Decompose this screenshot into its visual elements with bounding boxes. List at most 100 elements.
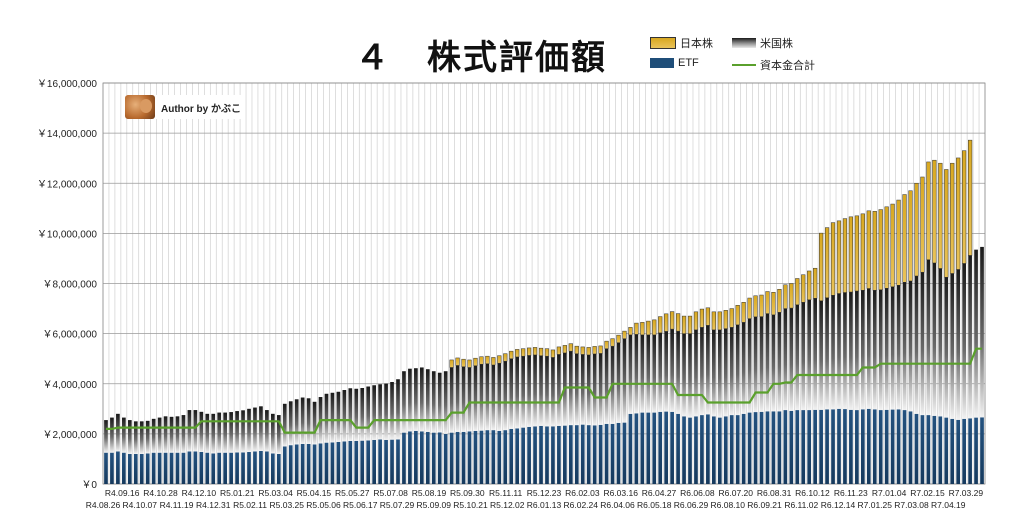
- bar-etf: [181, 452, 186, 484]
- bar-etf: [860, 409, 865, 484]
- bar-etf: [223, 452, 228, 484]
- bar-us: [372, 385, 377, 440]
- x-tick-label: R6.06.08: [680, 488, 715, 498]
- bar-jp: [634, 322, 639, 335]
- bar-us: [604, 348, 609, 424]
- bar-us: [330, 392, 335, 443]
- bar-jp: [592, 346, 597, 355]
- bar-us: [139, 421, 144, 454]
- bar-jp: [801, 274, 806, 303]
- bar-etf: [771, 411, 776, 484]
- legend-item-capital: 資本金合計: [732, 57, 815, 73]
- y-tick-label: ￥0: [81, 480, 97, 491]
- x-tick-label: R5.03.04: [258, 488, 293, 498]
- x-tick-label: R5.09.09: [417, 500, 452, 510]
- bar-etf: [908, 411, 913, 484]
- bar-etf: [837, 408, 841, 484]
- bar-etf: [950, 418, 955, 484]
- y-axis: ￥0 ￥2,000,000 ￥4,000,000 ￥6,000,000 ￥8,000,0…: [37, 79, 97, 491]
- bar-etf: [259, 450, 263, 484]
- bar-etf: [932, 415, 937, 484]
- x-tick-label: R5.09.30: [450, 488, 485, 498]
- bar-jp: [711, 311, 716, 331]
- bar-jp: [527, 347, 532, 356]
- bar-etf: [324, 442, 329, 484]
- bar-us: [592, 353, 597, 426]
- x-tick-label: R5.05.06: [306, 500, 341, 510]
- bar-etf: [414, 430, 418, 484]
- bar-jp: [580, 346, 585, 355]
- bar-us: [247, 408, 251, 452]
- bar-us: [181, 415, 186, 453]
- x-tick-label: R5.08.19: [412, 488, 447, 498]
- bar-us: [187, 410, 192, 452]
- bar-us: [342, 390, 347, 442]
- bar-jp: [723, 310, 728, 329]
- bar-us: [890, 286, 895, 410]
- bar-etf: [813, 409, 818, 484]
- bar-us: [557, 354, 561, 426]
- bar-us: [539, 355, 543, 426]
- bar-jp: [640, 322, 645, 336]
- bar-us: [104, 420, 108, 453]
- bar-us: [771, 314, 776, 412]
- legend-swatch-capital: [732, 64, 756, 66]
- bar-jp: [717, 311, 722, 331]
- bar-us: [270, 413, 275, 454]
- bar-us: [872, 290, 877, 410]
- x-tick-label: R6.03.16: [603, 488, 638, 498]
- bar-us: [336, 391, 341, 442]
- x-tick-label: R6.09.21: [747, 500, 782, 510]
- bar-us: [956, 269, 961, 420]
- legend-item-jp: 日本株: [650, 35, 713, 51]
- bar-etf: [527, 426, 531, 484]
- bar-etf: [312, 444, 317, 484]
- bar-jp: [777, 289, 782, 313]
- bar-etf: [914, 413, 919, 484]
- bar-us: [980, 246, 984, 418]
- bar-etf: [664, 411, 669, 484]
- bar-us: [634, 334, 639, 414]
- bar-jp: [789, 283, 794, 309]
- bar-us: [753, 316, 758, 413]
- x-tick-label: R4.10.28: [143, 488, 178, 498]
- chart-title: ４ 株式評価額: [355, 38, 607, 78]
- bar-etf: [503, 430, 508, 484]
- bar-etf: [104, 452, 108, 484]
- bar-etf: [747, 412, 752, 484]
- bar-us: [127, 420, 132, 454]
- bar-us: [259, 406, 263, 451]
- bar-etf: [449, 432, 454, 484]
- bar-us: [700, 327, 704, 416]
- bar-etf: [157, 452, 162, 484]
- bar-us: [747, 318, 752, 413]
- bar-jp: [622, 330, 627, 339]
- bar-us: [723, 328, 728, 417]
- bar-etf: [235, 452, 239, 484]
- bar-etf: [133, 453, 138, 484]
- bar-etf: [533, 426, 537, 484]
- bar-etf: [241, 452, 245, 484]
- bar-us: [622, 338, 627, 423]
- bar-us: [580, 354, 585, 425]
- bar-etf: [676, 413, 680, 484]
- bar-etf: [163, 452, 168, 484]
- bar-jp: [729, 308, 734, 328]
- bar-etf: [938, 416, 943, 484]
- bar-etf: [586, 425, 591, 484]
- y-tick-label: ￥10,000,000: [37, 229, 97, 240]
- bar-jp: [938, 162, 943, 269]
- bar-us: [419, 367, 424, 432]
- bar-us: [908, 280, 913, 412]
- bar-etf: [807, 410, 812, 484]
- y-tick-label: ￥4,000,000: [43, 380, 98, 391]
- bar-jp: [854, 215, 859, 292]
- bar-etf: [491, 430, 496, 484]
- bar-us: [348, 388, 353, 441]
- x-tick-label: R5.12.23: [527, 488, 562, 498]
- bar-us: [586, 354, 591, 426]
- bar-jp: [819, 232, 824, 302]
- bar-jp: [860, 213, 865, 291]
- bar-us: [682, 333, 686, 417]
